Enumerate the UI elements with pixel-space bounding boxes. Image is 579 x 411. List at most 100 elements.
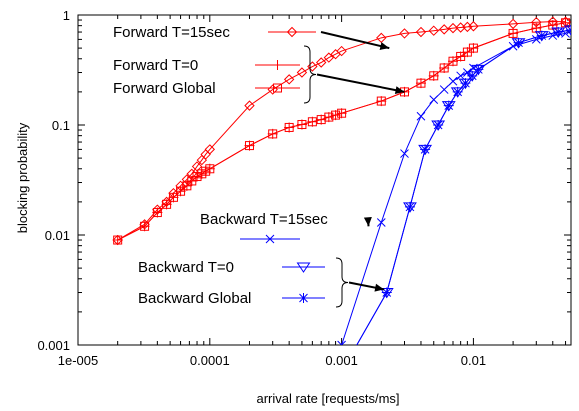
- x-tick-label: 0.01: [461, 353, 486, 368]
- data-point: [284, 122, 294, 132]
- annotations: [303, 31, 405, 308]
- data-point: [168, 192, 178, 202]
- legend-marker: [272, 60, 283, 70]
- data-point: [400, 149, 409, 158]
- legend-label: Backward T=15sec: [200, 211, 328, 228]
- y-axis-label: blocking probability: [15, 122, 30, 233]
- data-point: [244, 100, 255, 111]
- data-point: [182, 181, 192, 191]
- arrow-head: [379, 42, 390, 50]
- data-point: [268, 129, 278, 139]
- data-point: [176, 186, 186, 196]
- data-point: [192, 172, 202, 182]
- arrow-shaft: [316, 73, 405, 93]
- legend-label: Forward T=15sec: [113, 24, 230, 41]
- data-point: [296, 67, 308, 78]
- data-point: [205, 164, 215, 174]
- data-point: [152, 208, 162, 218]
- data-point: [376, 32, 387, 44]
- data-point: [381, 287, 392, 298]
- arrow-head: [394, 86, 405, 95]
- data-point: [439, 63, 449, 73]
- data-point: [536, 30, 547, 41]
- legend-marker: [273, 83, 282, 93]
- legend-marker: [298, 293, 309, 303]
- arrow-head: [363, 217, 372, 227]
- arrow-backward-group: [348, 281, 385, 292]
- data-point: [416, 78, 426, 88]
- data-point: [460, 78, 471, 89]
- arrow-head: [374, 283, 385, 292]
- data-point: [112, 235, 123, 246]
- data-point: [376, 218, 386, 227]
- data-point: [315, 57, 327, 68]
- data-point: [507, 18, 519, 30]
- data-point: [331, 110, 341, 120]
- plot-frame: [77, 14, 572, 346]
- x-tick-label: 0.001: [325, 353, 358, 368]
- legend-entry-forward-t-15sec: Forward T=15sec: [113, 24, 316, 41]
- data-point: [448, 56, 458, 66]
- series-backward-t-15sec: [337, 29, 570, 345]
- legend-label: Forward T=0: [113, 57, 198, 74]
- y-tick-label: 0.01: [45, 228, 70, 243]
- brace-backward: [335, 257, 349, 308]
- y-tick-label: 1: [63, 8, 70, 23]
- legend-label: Forward Global: [113, 80, 216, 97]
- y-tick-label: 0.1: [52, 118, 70, 133]
- data-point: [416, 111, 426, 121]
- legend-entry-forward-t-0: Forward T=0: [113, 57, 300, 74]
- series-backward-t-0: [356, 25, 571, 345]
- series-line-backward-global: [356, 29, 571, 345]
- data-point: [307, 61, 318, 72]
- data-point: [323, 52, 335, 63]
- data-point: [447, 22, 459, 34]
- data-point: [553, 27, 564, 38]
- data-point: [508, 28, 518, 38]
- series-line-backward-t-15sec: [341, 32, 566, 345]
- legend: Forward T=15sec Forward T=0 Forward Global…: [113, 24, 328, 307]
- data-point: [433, 120, 444, 130]
- data-point: [428, 25, 439, 36]
- data-point: [513, 37, 524, 48]
- series-forward-t-15sec: [112, 16, 571, 246]
- x-tick-label: 0.0001: [190, 353, 230, 368]
- x-tick-label: 1e-005: [58, 353, 98, 368]
- series-backward-global: [356, 25, 571, 345]
- data-point: [204, 144, 216, 155]
- legend-label: Backward Global: [138, 290, 251, 307]
- data-point: [336, 45, 347, 57]
- data-point: [452, 86, 463, 97]
- legend-entry-backward-global: Backward Global: [138, 290, 325, 307]
- data-point: [337, 340, 346, 345]
- arrow-shaft: [320, 31, 390, 50]
- x-axis-label: arrival rate [requests/ms]: [256, 391, 399, 406]
- data-point: [420, 144, 431, 155]
- data-point: [283, 74, 295, 85]
- data-point: [399, 28, 410, 39]
- data-point: [439, 85, 449, 94]
- data-point: [162, 199, 172, 209]
- data-point: [429, 95, 439, 105]
- data-point: [404, 201, 415, 212]
- data-point: [468, 21, 479, 32]
- legend-entry-backward-t-0: Backward T=0: [138, 259, 325, 276]
- legend-marker: [296, 262, 311, 273]
- data-point: [297, 120, 307, 130]
- brace-forward: [303, 45, 317, 104]
- data-point: [438, 24, 450, 35]
- series-line-backward-t-0: [356, 29, 571, 345]
- arrow-forward-group: [316, 73, 405, 95]
- legend-label: Backward T=0: [138, 259, 234, 276]
- legend-entry-backward-t-15sec: Backward T=15sec: [200, 211, 328, 244]
- data-point: [324, 112, 334, 122]
- data-point: [443, 100, 454, 111]
- y-tick-label: 0.001: [37, 338, 70, 353]
- plot-border: [77, 14, 572, 346]
- data-point: [244, 141, 254, 151]
- data-point: [566, 25, 571, 36]
- data-point: [429, 71, 439, 81]
- data-point: [307, 117, 317, 127]
- data-point: [463, 68, 472, 77]
